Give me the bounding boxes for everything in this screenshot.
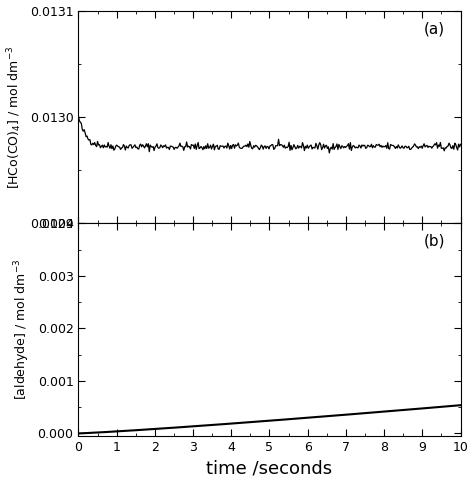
- Text: (a): (a): [424, 21, 445, 36]
- Y-axis label: [aldehyde] / mol dm$^{-3}$: [aldehyde] / mol dm$^{-3}$: [12, 259, 32, 400]
- Text: (b): (b): [424, 234, 445, 249]
- Y-axis label: [HCo(CO)$_4$] / mol dm$^{-3}$: [HCo(CO)$_4$] / mol dm$^{-3}$: [6, 45, 24, 189]
- X-axis label: time /seconds: time /seconds: [206, 459, 333, 477]
